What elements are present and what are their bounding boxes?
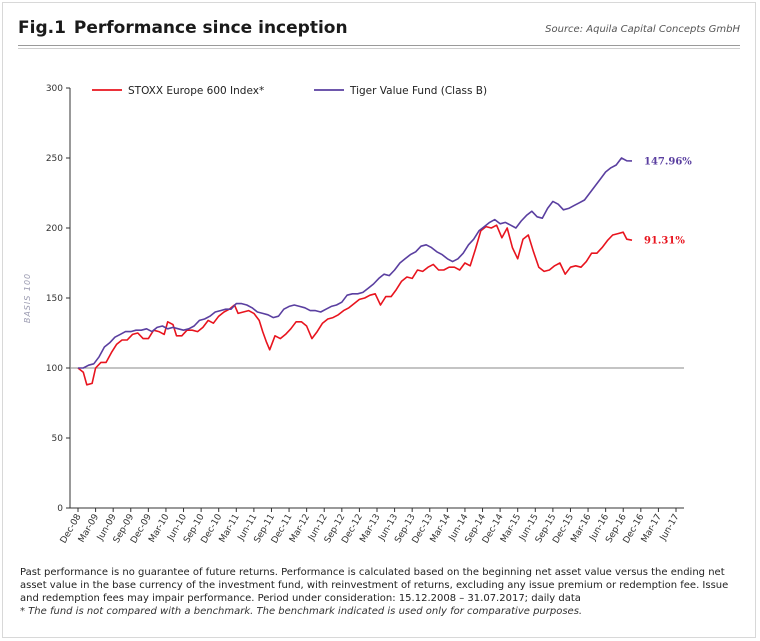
figure-header: Fig.1 Performance since inception Source:… <box>18 16 740 44</box>
y-tick-label: 100 <box>46 364 63 374</box>
chart-legend: STOXX Europe 600 Index* Tiger Value Fund … <box>92 85 487 97</box>
source-note: Source: Aquila Capital Concepts GmbH <box>545 24 740 35</box>
header-rule <box>18 45 740 46</box>
y-tick-label: 150 <box>46 294 63 304</box>
figure-title-text: Performance since inception <box>73 18 348 38</box>
legend-label-tiger-fund: Tiger Value Fund (Class B) <box>349 85 487 97</box>
figure-number: Fig.1 <box>18 18 66 38</box>
legend-label-stoxx: STOXX Europe 600 Index* <box>128 85 264 97</box>
y-tick-label: 0 <box>57 504 63 514</box>
y-tick-label: 300 <box>46 84 63 94</box>
y-axis-label: BASIS 100 <box>23 273 32 323</box>
series-layer <box>77 157 633 386</box>
y-tick-label: 50 <box>52 434 64 444</box>
tiger-fund-series-line <box>78 157 633 369</box>
footnote-text: Past performance is no guarantee of futu… <box>20 567 729 604</box>
header-rule-secondary <box>18 48 740 49</box>
figure-title: Fig.1 Performance since inception <box>18 18 348 38</box>
stoxx-end-label: 91.31% <box>644 236 685 247</box>
end-labels-layer: 91.31% 147.96% <box>644 156 692 246</box>
footnote-disclaimer: * The fund is not compared with a benchm… <box>20 606 583 617</box>
footnote: Past performance is no guarantee of futu… <box>20 566 740 618</box>
y-tick-label: 200 <box>46 224 63 234</box>
tiger-fund-end-label: 147.96% <box>644 156 692 167</box>
y-tick-label: 250 <box>46 154 63 164</box>
stoxx-series-line <box>77 224 633 386</box>
